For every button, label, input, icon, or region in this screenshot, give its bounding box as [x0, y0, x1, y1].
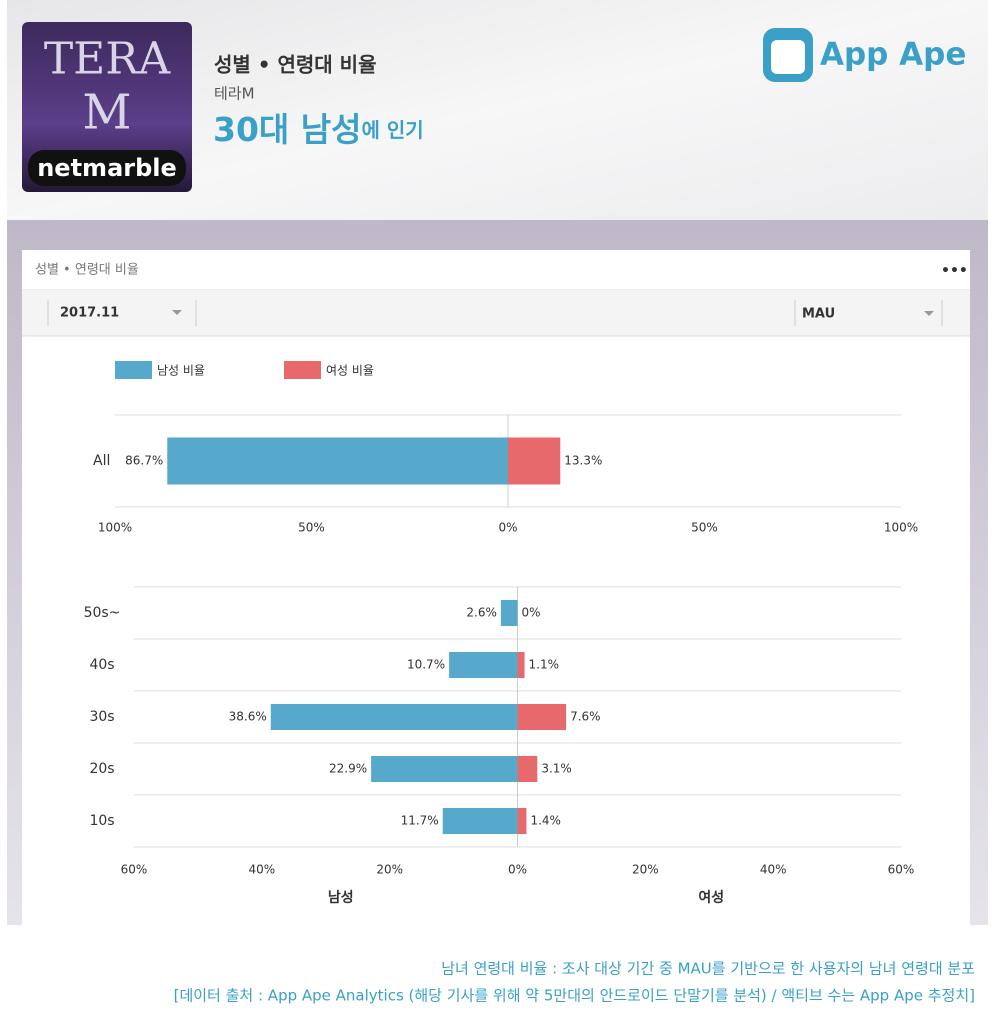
logo-face	[771, 40, 805, 74]
x-tick-label: 40%	[248, 863, 275, 877]
headline-suffix: 에 인기	[362, 118, 424, 142]
menu-icon[interactable]: •••	[941, 263, 968, 279]
icon-text: M	[82, 85, 131, 141]
logo-text: App Ape	[820, 37, 966, 73]
headline: 30대 남성에 인기	[213, 110, 424, 149]
value-label: 38.6%	[229, 710, 267, 724]
value-label: 3.1%	[541, 762, 572, 776]
value-label: 1.4%	[530, 814, 561, 828]
x-tick-label: 60%	[888, 863, 915, 877]
dropdown-arrow	[924, 311, 934, 316]
category-label: 20s	[89, 761, 114, 777]
legend-swatch	[284, 361, 321, 379]
legend-label: 여성 비율	[326, 364, 374, 378]
value-label: 7.6%	[570, 710, 601, 724]
report-title: 성별 • 연령대 비율	[214, 53, 376, 77]
x-tick-label: 40%	[760, 863, 787, 877]
footer-source: [데이터 출처 : App Ape Analytics (해당 기사를 위해 약…	[174, 987, 975, 1005]
x-tick-label: 100%	[98, 521, 132, 535]
bar	[517, 808, 527, 834]
bar	[442, 808, 518, 834]
x-tick-label: 20%	[376, 863, 403, 877]
bar	[371, 756, 518, 782]
x-axis-label: 여성	[698, 889, 724, 906]
legend-swatch	[115, 361, 152, 379]
bar	[270, 704, 518, 730]
x-tick-label: 0%	[498, 521, 517, 535]
icon-brand: netmarble	[37, 154, 177, 182]
x-tick-label: 60%	[121, 863, 148, 877]
footer-note: 남녀 연령대 비율 : 조사 대상 기간 중 MAU를 기반으로 한 사용자의 …	[441, 960, 975, 978]
value-label: 13.3%	[564, 454, 602, 468]
bar	[517, 756, 538, 782]
category-label: 10s	[89, 813, 114, 829]
category-label: 40s	[89, 657, 114, 673]
bar	[517, 704, 567, 730]
x-tick-label: 50%	[691, 521, 718, 535]
app-name: 테라M	[214, 85, 255, 103]
legend-label: 남성 비율	[157, 364, 205, 378]
x-tick-label: 0%	[508, 863, 527, 877]
category-label: 30s	[89, 709, 114, 725]
bar	[500, 600, 518, 626]
value-label: 10.7%	[407, 658, 445, 672]
value-label: 0%	[522, 606, 541, 620]
app-icon	[22, 22, 192, 192]
bar	[508, 437, 561, 485]
value-label: 2.6%	[466, 606, 497, 620]
category-label: 50s~	[84, 605, 121, 621]
value-label: 11.7%	[401, 814, 439, 828]
x-tick-label: 20%	[632, 863, 659, 877]
headline-main: 30대 남성	[213, 110, 362, 149]
icon-text: TERA	[44, 34, 172, 85]
value-label: 86.7%	[125, 454, 163, 468]
value-label: 1.1%	[529, 658, 560, 672]
card-title: 성별 • 연령대 비율	[35, 263, 139, 278]
value-label: 22.9%	[329, 762, 367, 776]
bar	[449, 652, 518, 678]
dropdown-arrow	[172, 310, 182, 315]
category-label: All	[93, 453, 110, 469]
icon-band	[28, 150, 186, 186]
x-axis-label: 남성	[328, 889, 354, 906]
period-dropdown[interactable]: 2017.11	[60, 306, 119, 321]
metric-dropdown[interactable]: MAU	[802, 307, 835, 322]
x-tick-label: 50%	[298, 521, 325, 535]
toolbar	[22, 290, 970, 336]
x-tick-label: 100%	[884, 521, 918, 535]
bar	[167, 437, 509, 485]
bar	[517, 652, 525, 678]
